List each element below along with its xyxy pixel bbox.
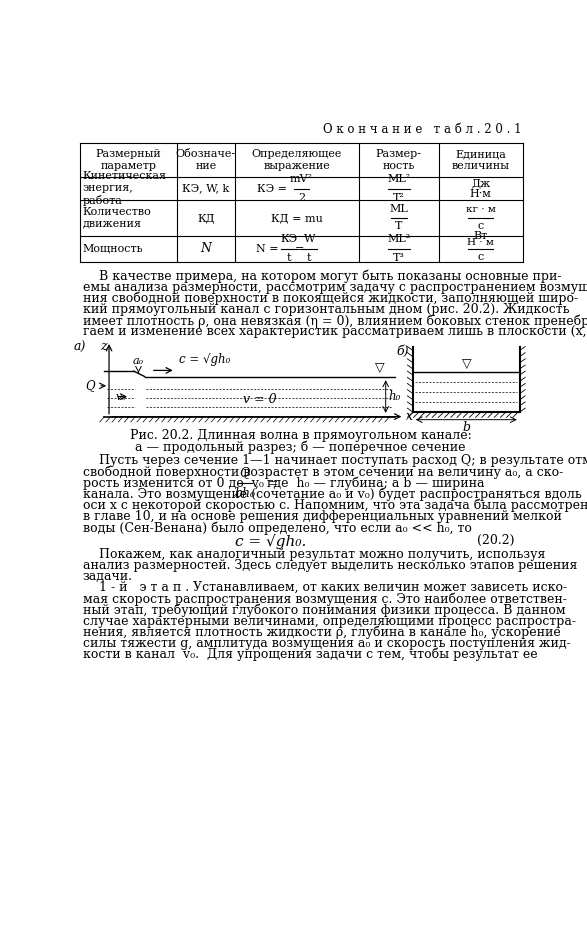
Text: T: T [395,221,403,231]
Text: W: W [303,234,315,244]
Text: mV²: mV² [290,174,313,184]
Text: ный этап, требующий глубокого понимания физики процесса. В данном: ный этап, требующий глубокого понимания … [83,603,565,617]
Text: в главе 10, и на основе решения дифференциальных уравнений мелкой: в главе 10, и на основе решения дифферен… [83,510,562,523]
Text: t: t [287,253,291,262]
Text: Мощность: Мощность [83,244,143,254]
Text: =: = [295,244,305,254]
Text: Определяющее
выражение: Определяющее выражение [252,149,342,171]
Text: емы анализа размерности, рассмотрим задачу с распространением возмуще-: емы анализа размерности, рассмотрим зада… [83,280,587,294]
Text: силы тяжести g, амплитуда возмущения a₀ и скорость поступления жид-: силы тяжести g, амплитуда возмущения a₀ … [83,636,571,650]
Text: ML²: ML² [387,174,410,184]
Text: задачи.: задачи. [83,570,133,583]
Text: v₀: v₀ [115,391,126,402]
Text: б): б) [396,345,409,358]
Text: канала. Это возмущение (сочетание a₀ и v₀) будет распространяться вдоль: канала. Это возмущение (сочетание a₀ и v… [83,488,582,502]
Text: x: x [406,410,413,423]
Text: 2: 2 [298,193,305,202]
Text: а): а) [73,341,86,354]
Text: имеет плотность ρ, она невязкая (η = 0), влиянием боковых стенок пренебре-: имеет плотность ρ, она невязкая (η = 0),… [83,314,587,328]
Text: Q: Q [86,379,95,392]
Text: b: b [463,421,470,434]
Text: z: z [100,339,107,352]
Text: Вт: Вт [474,231,488,241]
Text: ML²: ML² [387,234,410,244]
Text: ▽: ▽ [461,356,471,370]
Text: v = 0: v = 0 [243,393,276,407]
Text: анализ размерностей. Здесь следует выделить несколько этапов решения: анализ размерностей. Здесь следует выдел… [83,559,577,572]
Text: случае характерными величинами, определяющими процесс распростра-: случае характерными величинами, определя… [83,615,576,628]
Text: Рис. 20.2. Длинная волна в прямоугольном канале:: Рис. 20.2. Длинная волна в прямоугольном… [130,429,471,442]
Text: Покажем, как аналогичный результат можно получить, используя: Покажем, как аналогичный результат можно… [83,547,545,560]
Text: Пусть через сечение 1—1 начинает поступать расход Q; в результате отметка: Пусть через сечение 1—1 начинает поступа… [83,454,587,467]
Text: КД: КД [197,213,215,223]
Text: Н · м: Н · м [467,238,494,247]
Text: оси x с некоторой скоростью c. Напомним, что эта задача была рассмотрена: оси x с некоторой скоростью c. Напомним,… [83,499,587,512]
Text: N =: N = [255,244,278,254]
Text: нения, является плотность жидкости ρ, глубина в канале h₀, ускорение: нения, является плотность жидкости ρ, гл… [83,626,561,639]
Text: ,  где  h₀ — глубина; а b — ширина: , где h₀ — глубина; а b — ширина [255,477,484,490]
Text: О к о н ч а н и е   т а б л . 2 0 . 1: О к о н ч а н и е т а б л . 2 0 . 1 [323,124,521,136]
Text: ▽: ▽ [375,361,384,374]
Text: ML: ML [389,204,408,214]
Text: a₀: a₀ [133,356,144,366]
Text: Q: Q [239,466,250,479]
Text: КЭ, W, k: КЭ, W, k [183,183,230,194]
Text: 1 - й   э т а п . Устанавливаем, от каких величин может зависеть иско-: 1 - й э т а п . Устанавливаем, от каких … [83,581,567,594]
Text: (20.2): (20.2) [477,534,514,547]
Text: N: N [200,242,211,256]
Text: с: с [478,252,484,262]
Text: h₀: h₀ [389,390,401,403]
Text: bh₀: bh₀ [234,486,255,500]
Text: кг · м: кг · м [466,205,495,214]
Text: кий прямоугольный канал с горизонтальным дном (рис. 20.2). Жидкость: кий прямоугольный канал с горизонтальным… [83,303,569,316]
Text: мая скорость распространения возмущения c. Это наиболее ответствен-: мая скорость распространения возмущения … [83,592,566,606]
Text: t: t [307,253,312,262]
Text: КЭ =: КЭ = [258,183,288,194]
Text: c = √gh₀.: c = √gh₀. [235,534,306,549]
Text: кости в канал  v₀.  Для упрощения задачи с тем, чтобы результат ее: кости в канал v₀. Для упрощения задачи с… [83,648,537,661]
Text: T²: T² [393,193,404,202]
Text: свободной поверхности возрастет в этом сечении на величину a₀, а ско-: свободной поверхности возрастет в этом с… [83,466,563,479]
Text: ния свободной поверхности в покоящейся жидкости, заполняющей широ-: ния свободной поверхности в покоящейся ж… [83,292,578,305]
Text: Единица
величины: Единица величины [452,149,510,171]
Text: КЭ: КЭ [281,234,298,244]
Text: Размерный
параметр: Размерный параметр [96,149,161,171]
Text: Размер-
ность: Размер- ность [376,149,421,171]
Text: T³: T³ [393,253,404,262]
Text: с: с [478,221,484,231]
Text: рость изменится от 0 до  v₀ =: рость изменится от 0 до v₀ = [83,477,278,489]
Text: Количество
движения: Количество движения [83,207,151,229]
Text: КД = mu: КД = mu [271,213,323,223]
Text: воды (Сен-Венана) было определено, что если a₀ << h₀, то: воды (Сен-Венана) было определено, что е… [83,522,471,535]
Text: Дж
Н·м: Дж Н·м [470,178,492,200]
Text: Кинетическая
энергия,
работа: Кинетическая энергия, работа [83,172,167,206]
Text: а — продольный разрез; б — поперечное сечение: а — продольный разрез; б — поперечное се… [135,440,465,453]
Text: В качестве примера, на котором могут быть показаны основные при-: В качестве примера, на котором могут быт… [83,270,561,283]
Text: гаем и изменение всех характеристик рассматриваем лишь в плоскости (x, z).: гаем и изменение всех характеристик расс… [83,325,587,338]
Text: Обозначе-
ние: Обозначе- ние [176,149,236,171]
Text: c = √gh₀: c = √gh₀ [179,352,230,366]
